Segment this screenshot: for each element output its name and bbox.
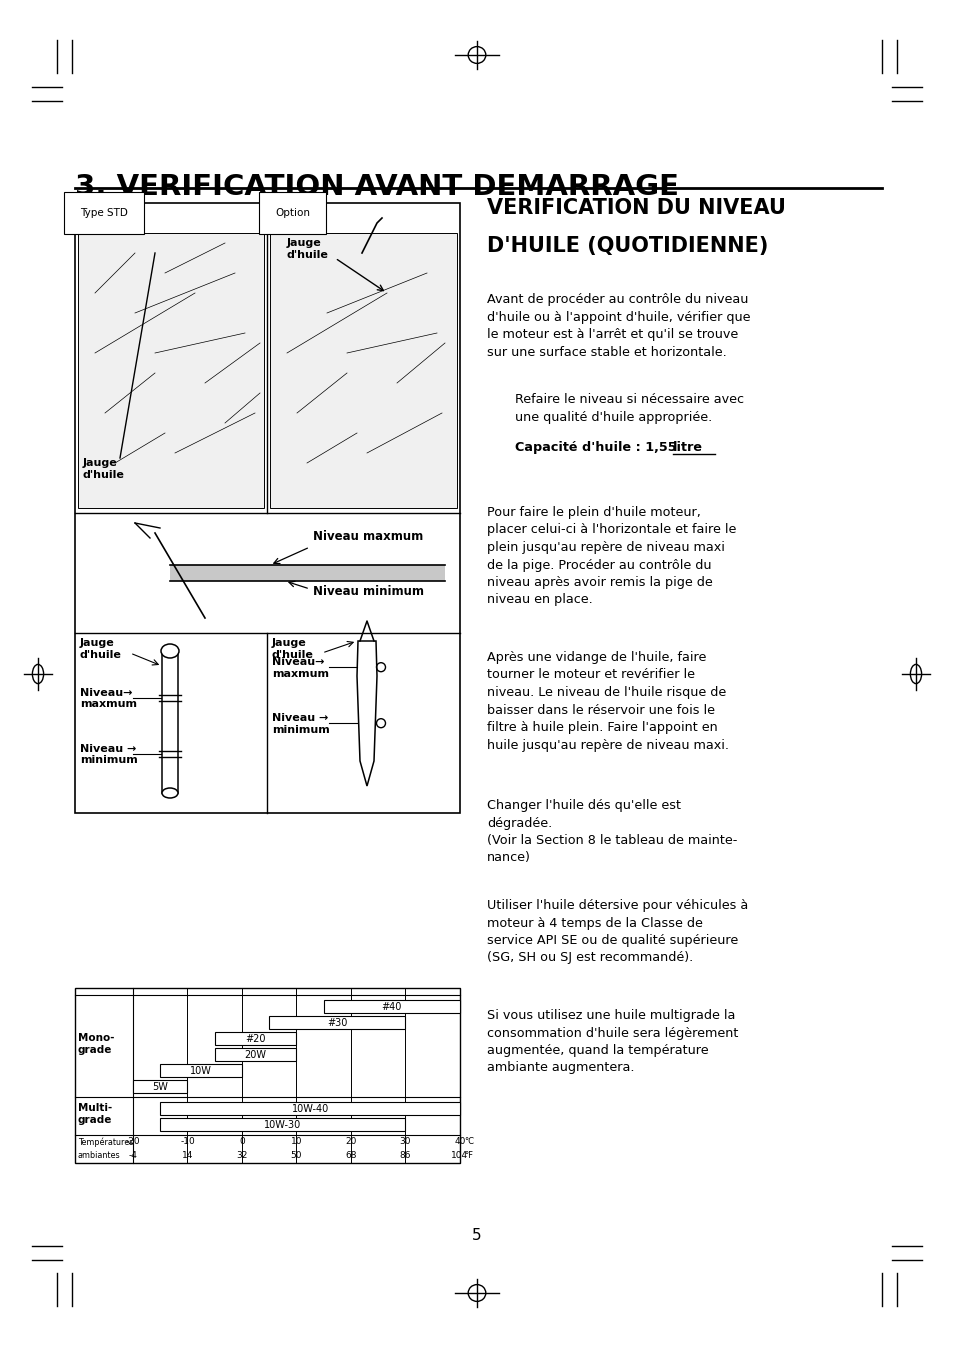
Text: Capacité d'huile : 1,55: Capacité d'huile : 1,55 xyxy=(515,441,680,454)
Text: 104: 104 xyxy=(451,1151,468,1161)
Bar xyxy=(214,1033,296,1045)
Bar xyxy=(160,1117,405,1131)
Bar xyxy=(132,1080,188,1093)
Bar xyxy=(162,652,178,793)
Bar xyxy=(75,988,459,1163)
Text: #30: #30 xyxy=(327,1018,347,1027)
Text: Jauge
d'huile: Jauge d'huile xyxy=(287,239,329,260)
Text: Mono-
grade: Mono- grade xyxy=(78,1033,114,1054)
Text: Jauge
d'huile: Jauge d'huile xyxy=(80,638,122,659)
Text: D'HUILE (QUOTIDIENNE): D'HUILE (QUOTIDIENNE) xyxy=(486,236,767,256)
Text: Refaire le niveau si nécessaire avec
une qualité d'huile appropriée.: Refaire le niveau si nécessaire avec une… xyxy=(515,394,743,423)
Text: 10: 10 xyxy=(291,1138,302,1147)
Text: Jauge
d'huile: Jauge d'huile xyxy=(272,638,314,659)
Text: Changer l'huile dés qu'elle est
dégradée.
(Voir la Section 8 le tableau de maint: Changer l'huile dés qu'elle est dégradée… xyxy=(486,799,737,864)
Text: Niveau minimum: Niveau minimum xyxy=(313,585,423,599)
Bar xyxy=(214,1047,296,1061)
Text: 20W: 20W xyxy=(244,1050,266,1060)
Text: Après une vidange de l'huile, faire
tourner le moteur et revérifier le
niveau. L: Après une vidange de l'huile, faire tour… xyxy=(486,651,728,751)
Bar xyxy=(78,233,264,508)
Text: Jauge
d'huile: Jauge d'huile xyxy=(83,458,125,480)
Text: Option: Option xyxy=(274,208,310,218)
Text: Niveau→
maxmum: Niveau→ maxmum xyxy=(272,658,329,679)
Text: °F: °F xyxy=(463,1151,473,1161)
Text: Pour faire le plein d'huile moteur,
placer celui-ci à l'horizontale et faire le
: Pour faire le plein d'huile moteur, plac… xyxy=(486,506,736,607)
Text: 32: 32 xyxy=(236,1151,248,1161)
Text: Niveau →
minimum: Niveau → minimum xyxy=(272,713,330,735)
Text: 20: 20 xyxy=(345,1138,356,1147)
Text: Avant de procéder au contrôle du niveau
d'huile ou à l'appoint d'huile, vérifier: Avant de procéder au contrôle du niveau … xyxy=(486,293,750,359)
Text: #40: #40 xyxy=(381,1002,401,1011)
Bar xyxy=(170,565,444,581)
Text: 5: 5 xyxy=(472,1228,481,1243)
Text: 40: 40 xyxy=(454,1138,465,1147)
Text: litre: litre xyxy=(672,441,702,454)
Bar xyxy=(160,1103,459,1115)
Text: #20: #20 xyxy=(245,1034,266,1043)
Text: Si vous utilisez une huile multigrade la
consommation d'huile sera légèrement
au: Si vous utilisez une huile multigrade la… xyxy=(486,1010,738,1074)
Bar xyxy=(75,204,459,813)
Text: Multi-
grade: Multi- grade xyxy=(78,1103,112,1124)
Text: 14: 14 xyxy=(182,1151,193,1161)
Text: -20: -20 xyxy=(126,1138,140,1147)
Text: 86: 86 xyxy=(399,1151,411,1161)
Text: Utiliser l'huile détersive pour véhicules à
moteur à 4 temps de la Classe de
ser: Utiliser l'huile détersive pour véhicule… xyxy=(486,899,747,965)
Bar xyxy=(270,233,456,508)
Bar xyxy=(323,1000,459,1012)
Text: 10W-30: 10W-30 xyxy=(264,1119,301,1130)
Bar xyxy=(269,1016,405,1029)
Text: Type STD: Type STD xyxy=(80,208,128,218)
Text: Niveau maxmum: Niveau maxmum xyxy=(313,530,423,543)
Ellipse shape xyxy=(162,789,178,798)
Text: ambiantes: ambiantes xyxy=(78,1151,120,1161)
Text: 5W: 5W xyxy=(152,1081,168,1092)
Text: 0: 0 xyxy=(239,1138,245,1147)
Text: 50: 50 xyxy=(291,1151,302,1161)
Text: Niveau→
maxmum: Niveau→ maxmum xyxy=(80,687,137,709)
Ellipse shape xyxy=(161,644,179,658)
Bar xyxy=(160,1064,242,1077)
Text: 68: 68 xyxy=(345,1151,356,1161)
Text: -10: -10 xyxy=(180,1138,194,1147)
Text: -4: -4 xyxy=(129,1151,137,1161)
Text: VERIFICATION DU NIVEAU: VERIFICATION DU NIVEAU xyxy=(486,198,785,218)
Text: 30: 30 xyxy=(399,1138,411,1147)
Text: 10W-40: 10W-40 xyxy=(292,1104,329,1113)
Text: °C: °C xyxy=(463,1138,474,1147)
Text: Températures: Températures xyxy=(78,1138,133,1147)
Text: 10W: 10W xyxy=(190,1065,212,1076)
Text: Niveau →
minimum: Niveau → minimum xyxy=(80,744,137,766)
Text: 3. VERIFICATION AVANT DEMARRAGE: 3. VERIFICATION AVANT DEMARRAGE xyxy=(75,173,679,201)
